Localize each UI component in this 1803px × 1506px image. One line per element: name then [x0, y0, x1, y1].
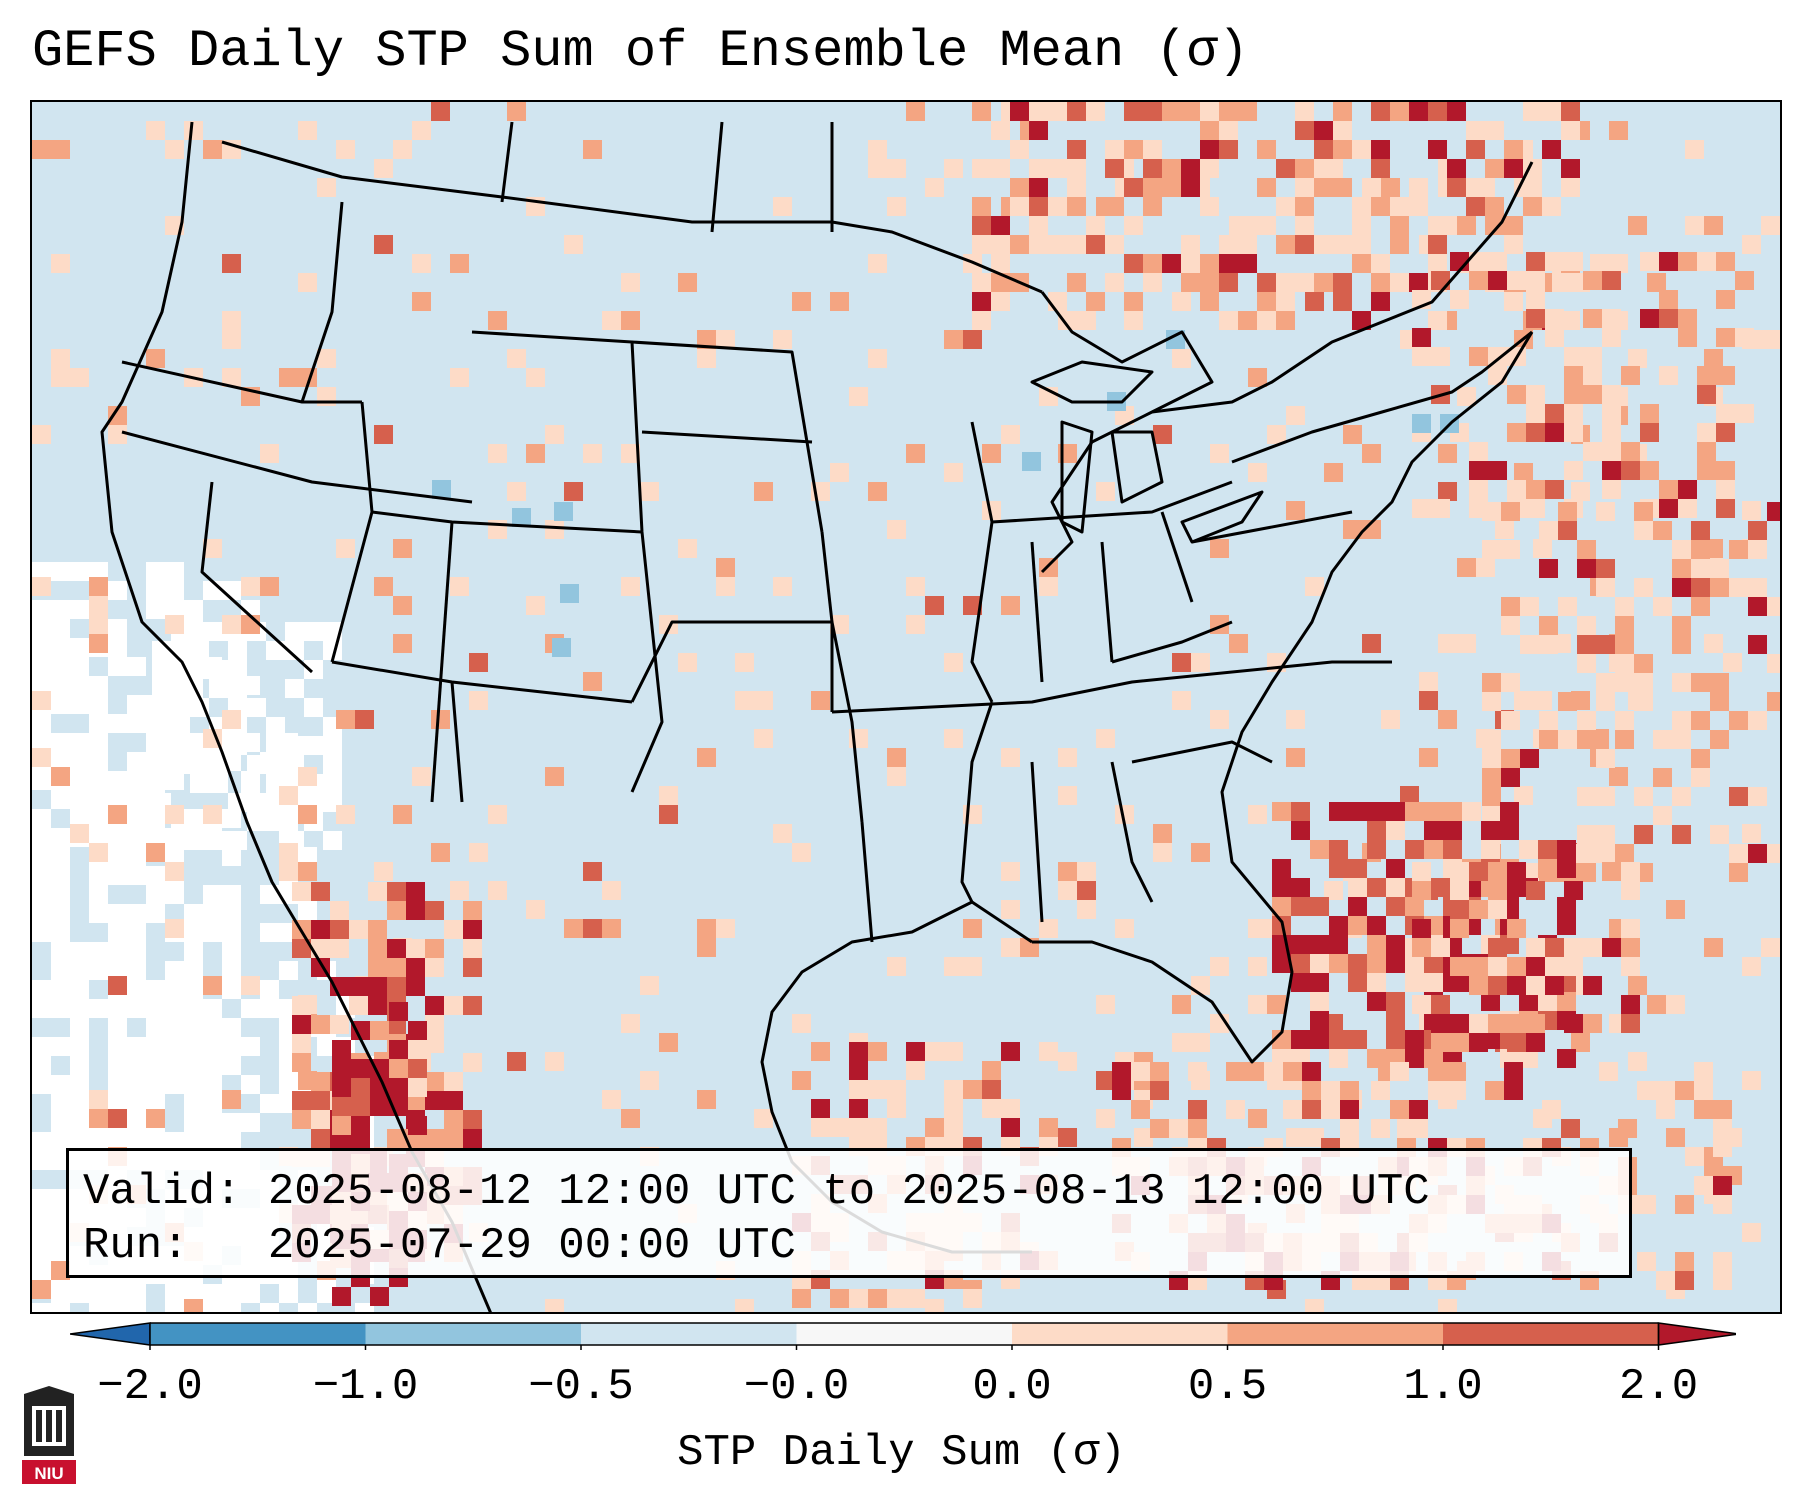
- lake-outline: [1180, 490, 1264, 544]
- border-line: [960, 701, 994, 903]
- colorbar-bin-4: [1012, 1323, 1228, 1345]
- niu-logo: NIU: [22, 1386, 76, 1484]
- lake-outline: [1060, 420, 1094, 534]
- border-line: [1151, 161, 1534, 414]
- colorbar-tick-label: 1.0: [1403, 1362, 1483, 1412]
- border-line: [121, 430, 473, 504]
- border-line: [1100, 541, 1114, 663]
- border-line: [200, 481, 314, 674]
- colorbar-tick-label: 0.5: [1187, 1362, 1268, 1412]
- valid-label: Valid:: [83, 1167, 242, 1217]
- run-time: 2025-07-29 00:00 UTC: [267, 1221, 796, 1271]
- border-line: [1110, 761, 1154, 903]
- colorbar-tick-label: 2.0: [1618, 1362, 1699, 1412]
- border-line: [991, 480, 1233, 524]
- border-line: [1191, 510, 1353, 544]
- run-label: Run:: [83, 1221, 189, 1271]
- colorbar-label: STP Daily Sum (σ): [677, 1428, 1126, 1478]
- border-line: [1030, 541, 1044, 683]
- valid-time-range: 2025-08-12 12:00 UTC to 2025-08-13 12:00…: [267, 1167, 1430, 1217]
- colorbar-bin-0: [150, 1323, 366, 1345]
- state-borders: [100, 121, 1534, 1312]
- border-line: [970, 421, 994, 703]
- border-line: [1160, 511, 1194, 603]
- border-line: [1231, 330, 1533, 464]
- colorbar-bin-2: [581, 1323, 797, 1345]
- colorbar-tick-label: −1.0: [312, 1362, 419, 1412]
- colorbar-extend-max: [1657, 1322, 1736, 1346]
- border-line: [300, 201, 344, 403]
- colorbar-tick-label: −2.0: [97, 1362, 203, 1412]
- colorbar-tick-label: 0.0: [972, 1362, 1052, 1412]
- border-line: [820, 531, 834, 623]
- border-line: [1032, 331, 1534, 1064]
- map-panel: [30, 100, 1782, 1314]
- border-line: [1030, 761, 1044, 923]
- border-line: [500, 121, 514, 203]
- border-line: [1131, 740, 1273, 764]
- colorbar-tick-label: −0.5: [528, 1362, 634, 1412]
- colorbar-bin-1: [365, 1323, 581, 1345]
- border-line: [710, 121, 724, 233]
- colorbar-extend-min: [70, 1322, 151, 1346]
- lake-outline: [1030, 360, 1154, 404]
- logo-text: NIU: [34, 1464, 63, 1483]
- colorbar: [70, 1322, 1736, 1350]
- border-line: [860, 821, 874, 943]
- lake-outline: [1110, 430, 1164, 504]
- border-line: [630, 531, 664, 793]
- colorbar-bin-3: [796, 1323, 1012, 1345]
- colorbar-bin-6: [1443, 1323, 1659, 1345]
- border-line: [100, 121, 492, 1312]
- border-line: [831, 660, 1392, 714]
- colorbar-tick-label: −0.0: [743, 1362, 850, 1412]
- border-line: [221, 140, 1043, 294]
- valid-run-info-box: Valid: 2025-08-12 12:00 UTC to 2025-08-1…: [66, 1148, 1632, 1278]
- colorbar-outline: [149, 1322, 1660, 1346]
- stp-map: [32, 102, 1780, 1312]
- colorbar-bin-5: [1227, 1323, 1443, 1345]
- border-line: [450, 681, 464, 803]
- border-line: [631, 340, 824, 533]
- border-line: [830, 621, 864, 823]
- border-line: [430, 521, 454, 803]
- border-line: [641, 430, 813, 444]
- border-line: [1111, 620, 1233, 664]
- border-line: [630, 620, 834, 712]
- chart-title: GEFS Daily STP Sum of Ensemble Mean (σ): [32, 22, 1249, 81]
